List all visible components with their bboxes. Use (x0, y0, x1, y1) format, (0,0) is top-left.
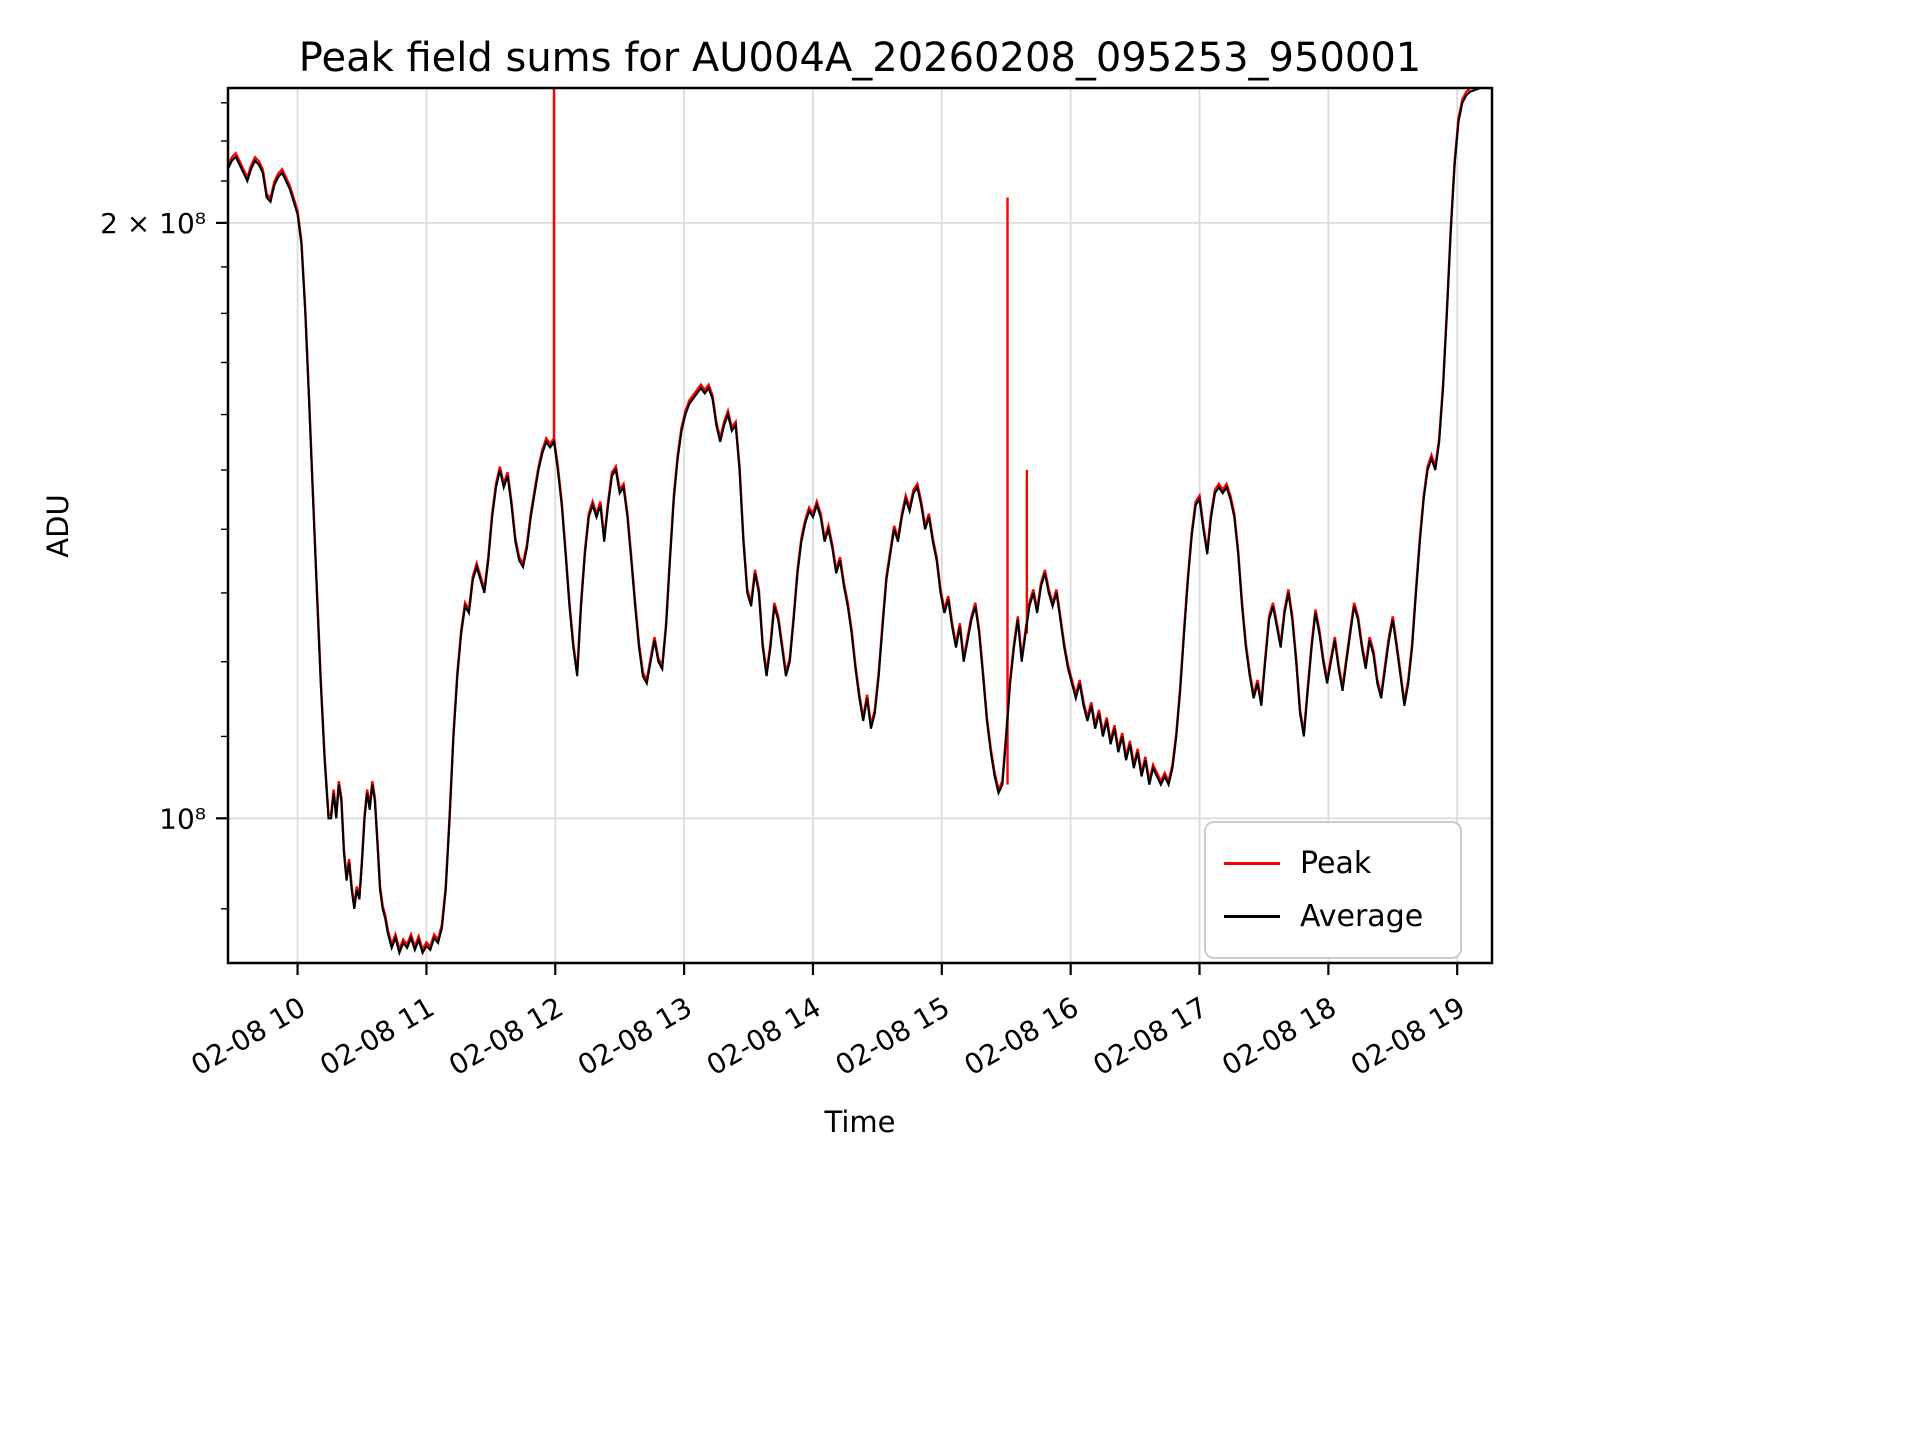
legend: Peak Average (1204, 821, 1462, 959)
x-tick-label: 02-08 12 (443, 990, 569, 1082)
peak-series-line (228, 88, 1475, 954)
x-tick-label: 02-08 11 (314, 990, 440, 1082)
y-tick-label: 10⁸ (159, 802, 206, 835)
y-axis-label: ADU (41, 494, 75, 558)
legend-swatch-average-icon (1224, 915, 1280, 919)
x-tick-label: 02-08 17 (1087, 990, 1213, 1082)
legend-label-peak: Peak (1300, 845, 1372, 881)
x-axis-label: Time (824, 1105, 896, 1139)
y-tick-label: 2 × 10⁸ (100, 207, 206, 240)
x-tick-label: 02-08 10 (186, 990, 312, 1082)
chart-title: Peak field sums for AU004A_20260208_0952… (298, 35, 1422, 81)
x-tick-label: 02-08 15 (830, 990, 956, 1082)
legend-item-peak: Peak (1224, 846, 1450, 881)
x-tick-label: 02-08 13 (572, 990, 698, 1082)
axes-spines (226, 86, 1494, 965)
average-series-line (228, 88, 1492, 957)
x-tick-label: 02-08 18 (1216, 990, 1342, 1082)
x-tick-label: 02-08 14 (701, 990, 827, 1082)
legend-swatch-peak-icon (1224, 861, 1280, 865)
legend-item-average: Average (1224, 899, 1450, 934)
legend-label-average: Average (1300, 899, 1424, 935)
x-tick-label: 02-08 19 (1345, 990, 1471, 1082)
x-tick-label: 02-08 16 (959, 990, 1085, 1082)
